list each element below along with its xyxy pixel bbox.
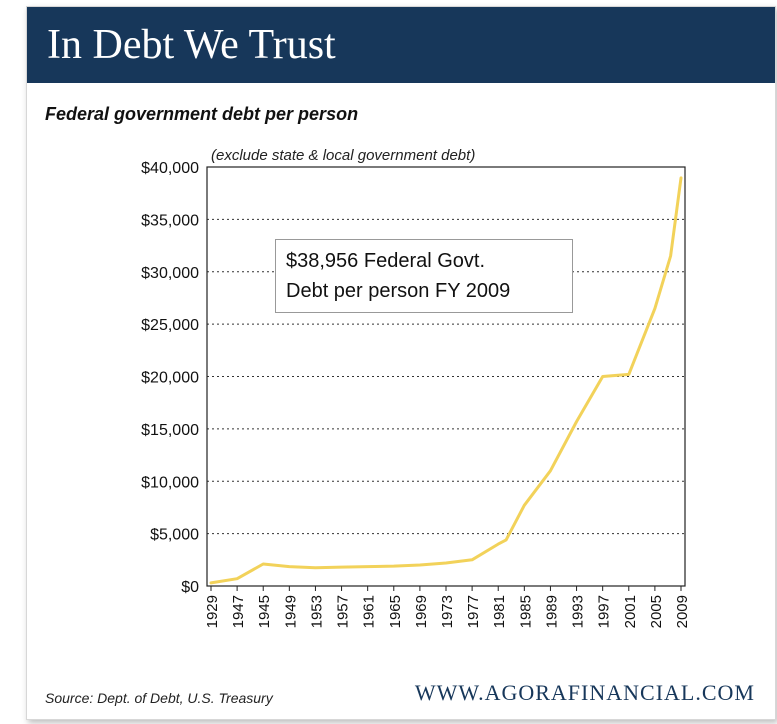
y-tick-label: $40,000 [141, 160, 199, 177]
x-tick-label: 2005 [648, 595, 665, 628]
y-tick-label: $25,000 [141, 317, 199, 334]
y-tick-label: $20,000 [141, 370, 199, 387]
x-tick-label: 1965 [387, 595, 404, 628]
x-tick-label: 2001 [622, 595, 639, 628]
y-tick-label: $30,000 [141, 265, 199, 282]
annotation-line-2: Debt per person FY 2009 [286, 280, 511, 302]
x-tick-label: 1997 [596, 595, 613, 628]
y-tick-label: $15,000 [141, 422, 199, 439]
x-tick-label: 1957 [335, 595, 352, 628]
x-tick-label: 1947 [230, 595, 247, 628]
x-tick-label: 1989 [543, 595, 560, 628]
x-tick-label: 1953 [308, 595, 325, 628]
annotation-line-1: $38,956 Federal Govt. [286, 250, 486, 272]
banner-title: In Debt We Trust [47, 22, 336, 68]
x-tick-label: 1981 [491, 595, 508, 628]
x-tick-label: 1961 [361, 595, 378, 628]
x-tick-label: 1929 [204, 595, 221, 628]
x-tick-label: 1945 [256, 595, 273, 628]
y-tick-label: $5,000 [150, 527, 199, 544]
source-note: Source: Dept. of Debt, U.S. Treasury [45, 690, 273, 706]
infographic-card: In Debt We Trust Federal government debt… [26, 6, 776, 720]
x-tick-label: 1973 [439, 595, 456, 628]
x-tick-label: 1969 [413, 595, 430, 628]
y-tick-label: $0 [181, 579, 199, 596]
debt-line-chart: $0 $5,000 $10,000 $15,000 $20,000 $25,000 $30,… [141, 160, 691, 628]
site-link[interactable]: WWW.AGORAFINANCIAL.COM [414, 680, 755, 705]
x-tick-label: 2009 [674, 595, 691, 628]
chart-subtitle: (exclude state & local government debt) [211, 147, 476, 164]
series-line [209, 176, 683, 585]
x-tick-label: 1985 [517, 595, 534, 628]
x-tick-label: 1949 [282, 595, 299, 628]
annotation-box: $38,956 Federal Govt. Debt per person FY… [275, 239, 573, 313]
title-banner: In Debt We Trust [27, 7, 775, 83]
y-tick-label: $35,000 [141, 212, 199, 229]
chart-title: Federal government debt per person [45, 104, 359, 124]
x-tick-label: 1993 [570, 595, 587, 628]
y-tick-label: $10,000 [141, 474, 199, 491]
x-tick-label: 1977 [465, 595, 482, 628]
